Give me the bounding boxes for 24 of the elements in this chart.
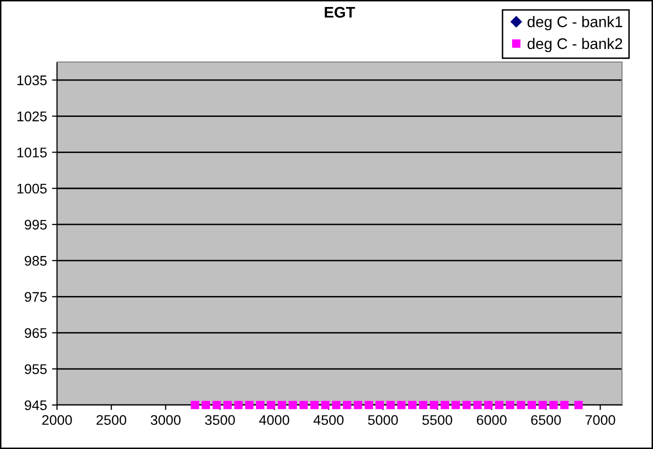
y-tick-label: 1025	[17, 111, 47, 122]
x-tick-label: 3000	[150, 415, 181, 425]
x-tick-label: 3500	[205, 415, 235, 425]
y-tick-label: 1015	[17, 148, 47, 158]
y-tick-label: 975	[24, 292, 47, 302]
y-tick-label: 1035	[17, 75, 47, 86]
y-tick-label: 945	[24, 400, 47, 410]
legend-label: deg C - bank1	[528, 16, 622, 30]
x-tick-label: 4000	[259, 415, 290, 425]
legend-label: deg C - bank2	[528, 38, 622, 52]
x-tick-label: 7000	[586, 415, 616, 425]
x-tick-label: 6000	[476, 415, 507, 425]
x-tick-label: 5500	[422, 415, 452, 425]
x-tick-label: 2000	[42, 415, 72, 425]
x-tick-label: 6500	[531, 415, 561, 425]
y-tick-label: 1005	[17, 184, 47, 194]
y-tick-label: 995	[24, 220, 47, 230]
x-tick-label: 5000	[368, 415, 398, 425]
chart-title: EGT	[324, 6, 356, 18]
y-tick-label: 955	[24, 364, 47, 374]
y-tick-label: 985	[24, 256, 47, 266]
x-tick-label: 2500	[96, 415, 126, 425]
x-tick-label: 4500	[314, 415, 344, 425]
y-tick-label: 965	[24, 328, 47, 338]
